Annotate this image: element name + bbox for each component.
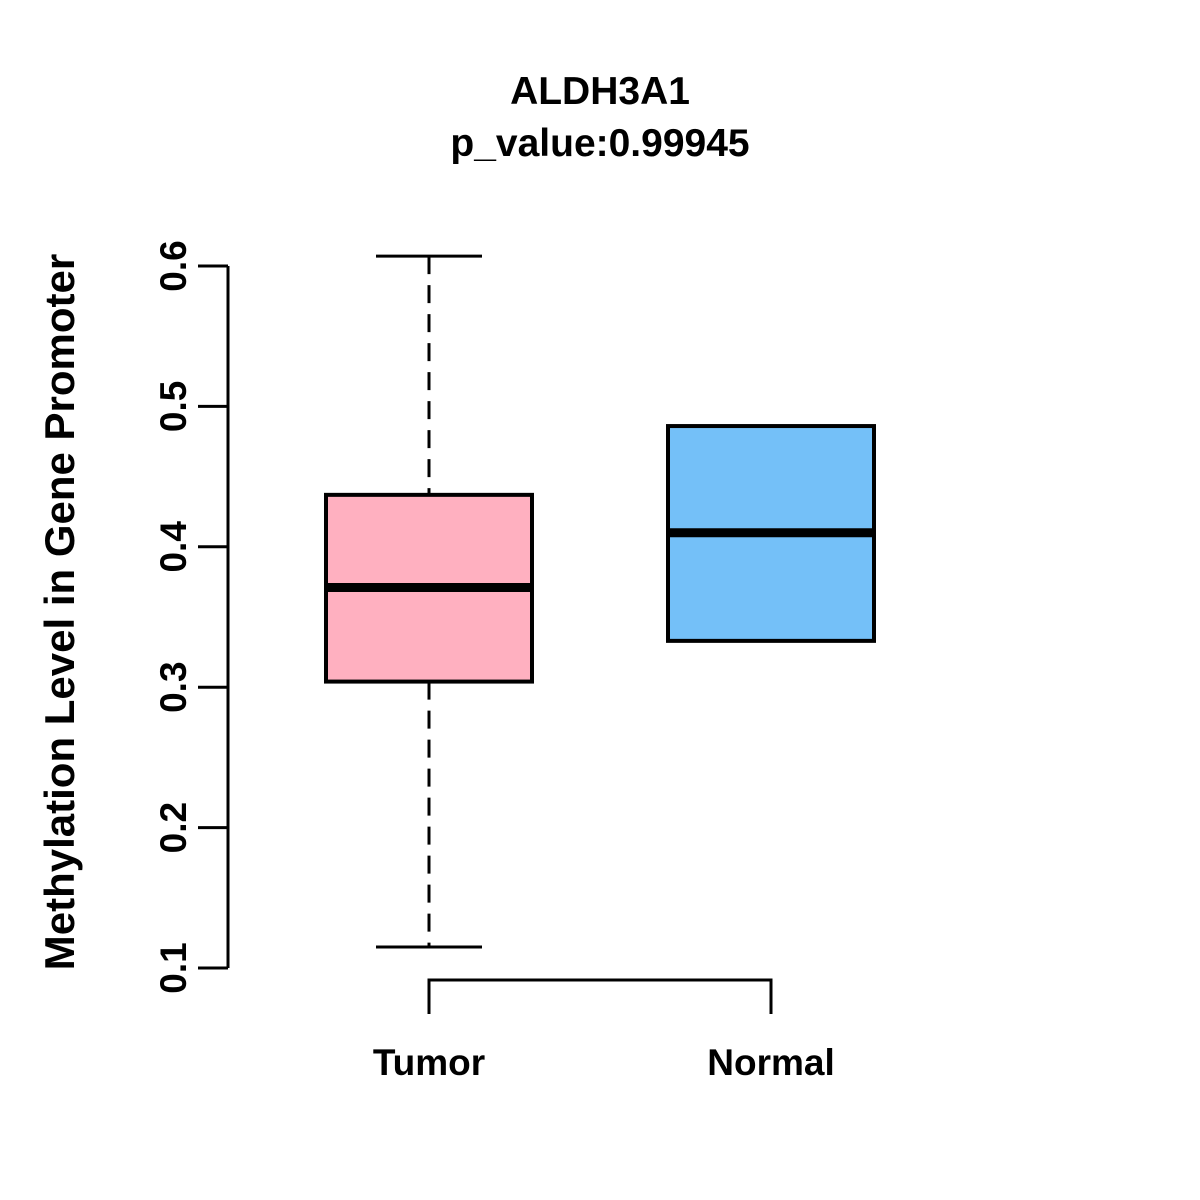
chart-title: ALDH3A1 <box>510 70 690 113</box>
chart-subtitle: p_value:0.99945 <box>450 122 749 165</box>
y-axis-tick-label: 0.2 <box>153 802 194 853</box>
y-axis-tick-label: 0.1 <box>153 942 194 993</box>
y-axis-tick-label: 0.3 <box>153 661 194 712</box>
x-axis: Tumor Normal <box>373 978 835 1083</box>
y-axis-tick-label: 0.4 <box>153 521 194 573</box>
category-label-tumor: Tumor <box>373 1042 485 1083</box>
y-axis-tick-label: 0.6 <box>153 240 194 291</box>
category-label-normal: Normal <box>707 1042 834 1083</box>
y-axis-tick-label: 0.5 <box>153 381 194 432</box>
y-axis: 0.1 0.2 0.3 0.4 0.5 0.6 <box>153 240 230 994</box>
y-axis-title: Methylation Level in Gene Promoter <box>36 254 83 970</box>
x-axis-bracket <box>427 978 773 1014</box>
boxes-layer <box>324 254 876 949</box>
